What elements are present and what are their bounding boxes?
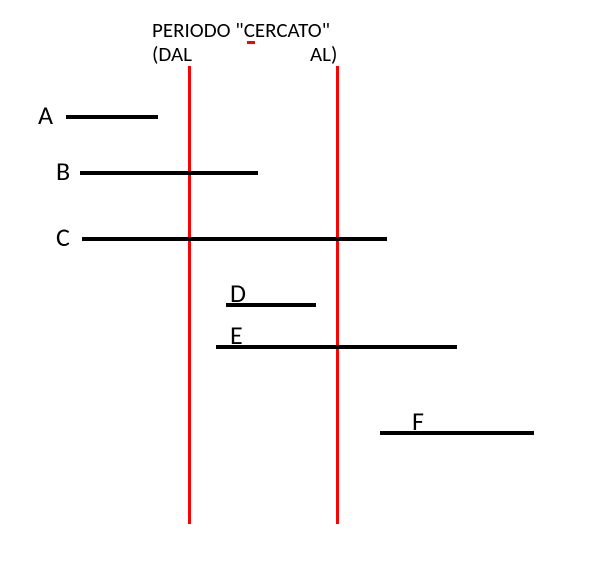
vertical-line-dal — [188, 66, 191, 524]
bar-label-c: C — [56, 221, 70, 253]
title-line-2-left: (DAL — [152, 41, 192, 67]
bar-label-b: B — [56, 155, 70, 187]
bar-d — [226, 303, 316, 307]
vertical-line-al — [336, 66, 339, 524]
bar-a — [66, 115, 158, 119]
title-line-1: PERIODO "CERCATO" — [152, 17, 330, 43]
bar-e — [216, 345, 457, 349]
bar-b — [80, 171, 258, 175]
bar-f — [380, 431, 534, 435]
diagram-container: PERIODO "CERCATO" (DAL AL) ABCDEF — [0, 0, 591, 572]
title-line-2-right: AL) — [310, 41, 337, 67]
spell-underline — [247, 41, 255, 44]
bar-label-a: A — [38, 99, 53, 131]
bar-c — [82, 237, 387, 241]
